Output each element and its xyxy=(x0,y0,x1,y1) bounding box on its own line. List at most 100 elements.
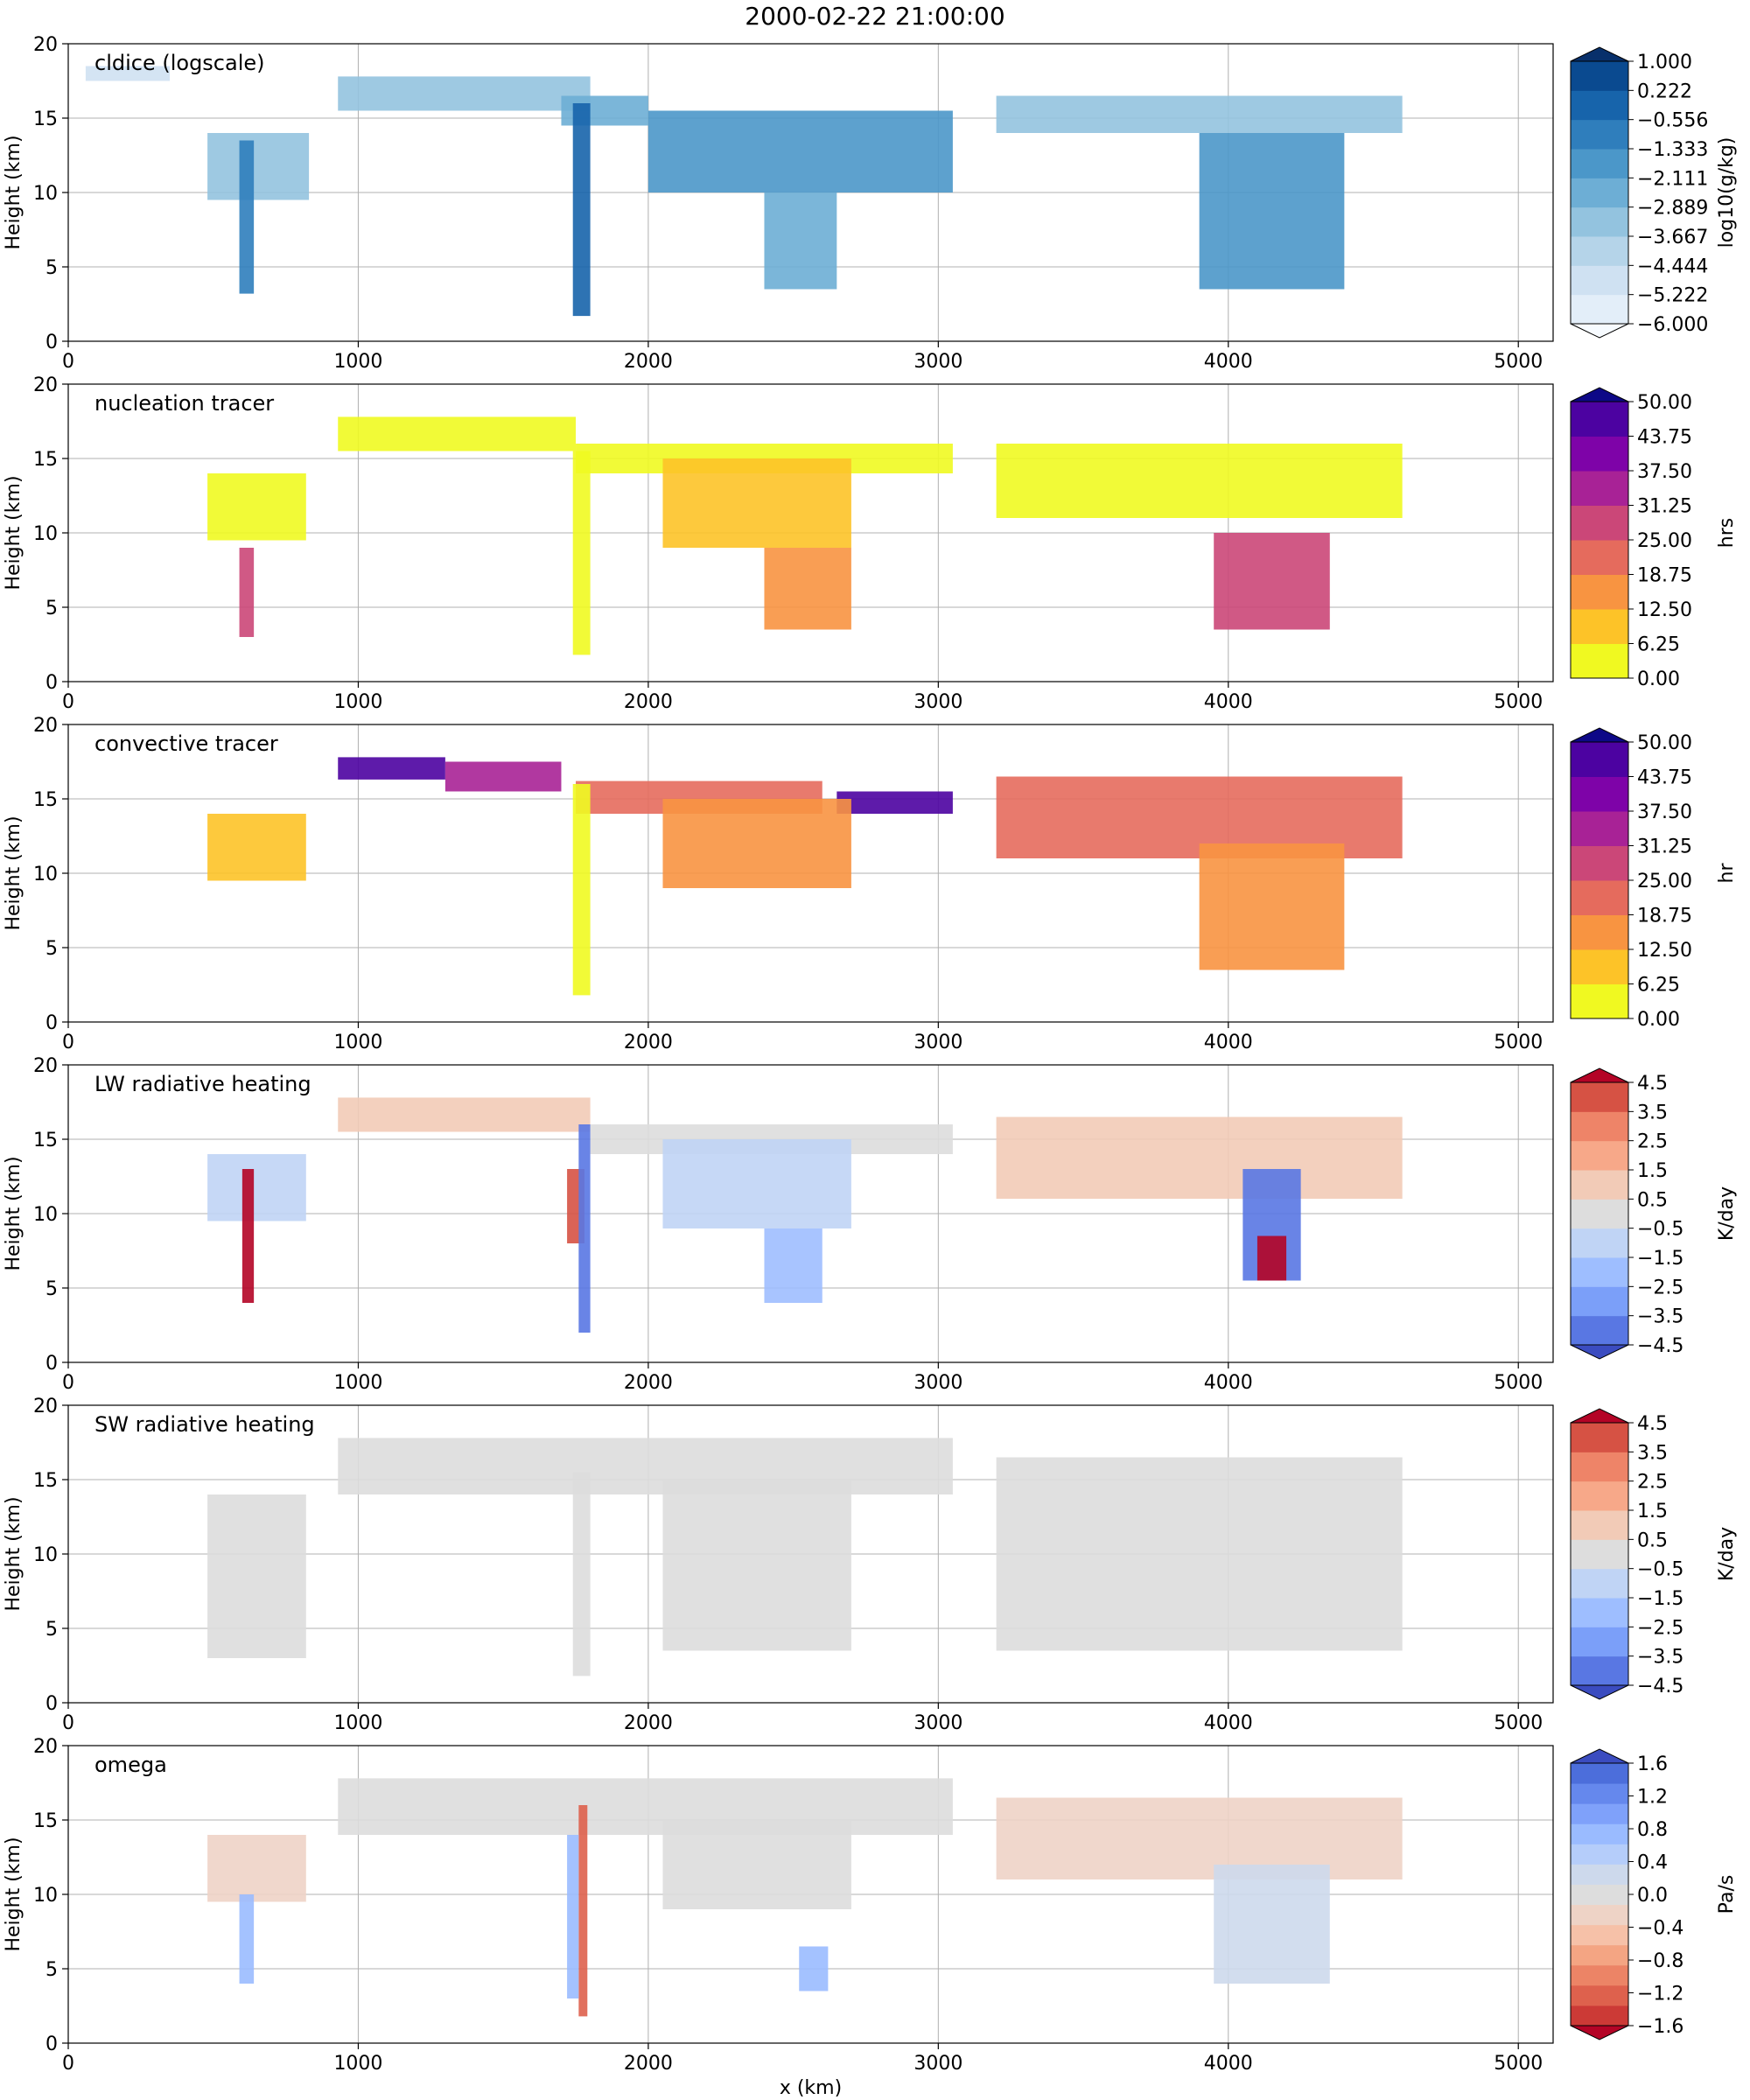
y-axis-label: Height (km) xyxy=(3,1156,24,1270)
colorbar-tick-label: 25.00 xyxy=(1637,530,1692,552)
colorbar-tick-label: 6.25 xyxy=(1637,975,1680,997)
x-tick-label: 5000 xyxy=(1494,351,1543,373)
field-patch xyxy=(1256,1236,1287,1281)
colorbar-extend-min xyxy=(1570,323,1629,339)
x-tick-label: 1000 xyxy=(333,1712,382,1734)
field-patch xyxy=(85,66,171,81)
y-tick-label: 15 xyxy=(33,789,58,811)
colorbar-segment xyxy=(1571,949,1628,984)
x-tick-label: 3000 xyxy=(914,2053,962,2075)
field-patch xyxy=(662,458,851,548)
colorbar-tick-label: 0.0 xyxy=(1637,1885,1668,1907)
colorbar-segment xyxy=(1571,265,1628,296)
colorbar-tick-label: 50.00 xyxy=(1637,392,1692,414)
colorbar-label: K/day xyxy=(1716,1186,1738,1241)
y-axis-label: Height (km) xyxy=(3,1837,24,1951)
field-patch xyxy=(338,1778,953,1835)
y-tick-label: 10 xyxy=(33,1204,58,1226)
panel-1: 0 1000 2000 3000 4000 5000 0 5 10 15 20 cldice (log… xyxy=(3,34,1738,373)
colorbar-segment xyxy=(1571,90,1628,121)
colorbar-segment xyxy=(1571,540,1628,575)
panel-6: 0 1000 2000 3000 4000 5000 0 5 10 15 20 omega Height… xyxy=(3,1736,1738,2099)
colorbar-segment xyxy=(1571,1111,1628,1142)
colorbar-segment xyxy=(1571,149,1628,178)
field-patch xyxy=(207,1494,306,1658)
colorbar-segment xyxy=(1571,119,1628,150)
y-tick-label: 15 xyxy=(33,1470,58,1492)
colorbar-tick-label: 1.2 xyxy=(1637,1787,1668,1809)
field-patch xyxy=(662,1820,851,1909)
colorbar-tick-label: −0.5 xyxy=(1637,1219,1684,1241)
colorbar-segment xyxy=(1571,178,1628,208)
x-tick-label: 4000 xyxy=(1204,691,1253,713)
colorbar-tick-label: −3.5 xyxy=(1637,1306,1684,1328)
field-patch xyxy=(572,451,591,655)
colorbar-tick-label: 43.75 xyxy=(1637,767,1692,789)
colorbar-segment xyxy=(1571,1257,1628,1287)
x-tick-label: 2000 xyxy=(624,351,673,373)
colorbar-tick-label: 0.4 xyxy=(1637,1852,1668,1874)
x-tick-label: 5000 xyxy=(1494,1712,1543,1734)
colorbar-segment xyxy=(1571,574,1628,610)
x-tick-label: 4000 xyxy=(1204,1372,1253,1394)
colorbar-frame xyxy=(1570,1422,1629,1686)
colorbar-tick-label: −3.5 xyxy=(1637,1647,1684,1669)
y-tick-label: 20 xyxy=(33,1055,58,1077)
colorbar-segment xyxy=(1571,1824,1628,1844)
panel-title: convective tracer xyxy=(94,732,278,756)
x-tick-label: 0 xyxy=(62,351,74,373)
x-tick-label: 0 xyxy=(62,2053,74,2075)
x-tick-label: 0 xyxy=(62,691,74,713)
x-tick-label: 4000 xyxy=(1204,1712,1253,1734)
field-patch xyxy=(338,1438,953,1494)
y-tick-label: 5 xyxy=(46,257,58,279)
y-tick-label: 0 xyxy=(46,1353,58,1375)
field-patch xyxy=(207,473,306,541)
colorbar-tick-label: −1.6 xyxy=(1637,2016,1684,2038)
panel-title: SW radiative heating xyxy=(94,1412,315,1437)
colorbar-tick-label: 31.25 xyxy=(1637,496,1692,518)
field-layer xyxy=(207,757,1403,996)
colorbar-tick-label: 4.5 xyxy=(1637,1413,1668,1435)
y-tick-label: 5 xyxy=(46,598,58,620)
colorbar-label: hr xyxy=(1716,863,1738,884)
panel-title: nucleation tracer xyxy=(94,391,274,416)
field-patch xyxy=(996,1797,1403,1880)
x-tick-label: 3000 xyxy=(914,1712,962,1734)
field-patch xyxy=(572,784,591,996)
colorbar-segment xyxy=(1571,1539,1628,1570)
colorbar-extend-min xyxy=(1570,1684,1629,1700)
colorbar-segment xyxy=(1571,471,1628,506)
colorbar-segment xyxy=(1571,643,1628,679)
colorbar: 1.000 0.222 −0.556 −1.333 −2.111 −2.889 −3.667… xyxy=(1570,46,1738,339)
field-patch xyxy=(207,1154,306,1222)
colorbar-label: log10(g/kg) xyxy=(1716,137,1738,248)
x-tick-label: 3000 xyxy=(914,1032,962,1054)
colorbar-tick-label: 3.5 xyxy=(1637,1442,1668,1464)
field-patch xyxy=(242,1169,255,1303)
field-patch xyxy=(764,548,851,630)
field-patch xyxy=(338,76,591,111)
colorbar-tick-label: 31.25 xyxy=(1637,836,1692,858)
colorbar-tick-label: 0.00 xyxy=(1637,1009,1680,1031)
colorbar-segment xyxy=(1571,236,1628,266)
panel-3: 0 1000 2000 3000 4000 5000 0 5 10 15 20 convective … xyxy=(3,715,1738,1054)
colorbar-tick-label: 1.5 xyxy=(1637,1160,1668,1182)
x-tick-label: 2000 xyxy=(624,1372,673,1394)
colorbar-tick-label: −6.000 xyxy=(1637,314,1708,336)
colorbar-segment xyxy=(1571,1763,1628,1784)
y-tick-label: 20 xyxy=(33,374,58,396)
field-patch xyxy=(578,1124,591,1333)
x-axis-label: x (km) xyxy=(780,2077,842,2099)
x-tick-label: 1000 xyxy=(333,691,382,713)
field-patch xyxy=(239,1894,255,1984)
x-tick-label: 4000 xyxy=(1204,351,1253,373)
y-tick-label: 15 xyxy=(33,449,58,471)
x-tick-label: 4000 xyxy=(1204,1032,1253,1054)
colorbar-extend-max xyxy=(1570,1408,1629,1424)
colorbar-tick-label: 6.25 xyxy=(1637,634,1680,656)
colorbar-tick-label: 12.50 xyxy=(1637,940,1692,962)
colorbar: 50.00 43.75 37.50 31.25 25.00 18.75 12.50 6.25 0… xyxy=(1570,387,1738,690)
colorbar-tick-label: −4.5 xyxy=(1637,1676,1684,1698)
y-tick-label: 15 xyxy=(33,1810,58,1832)
